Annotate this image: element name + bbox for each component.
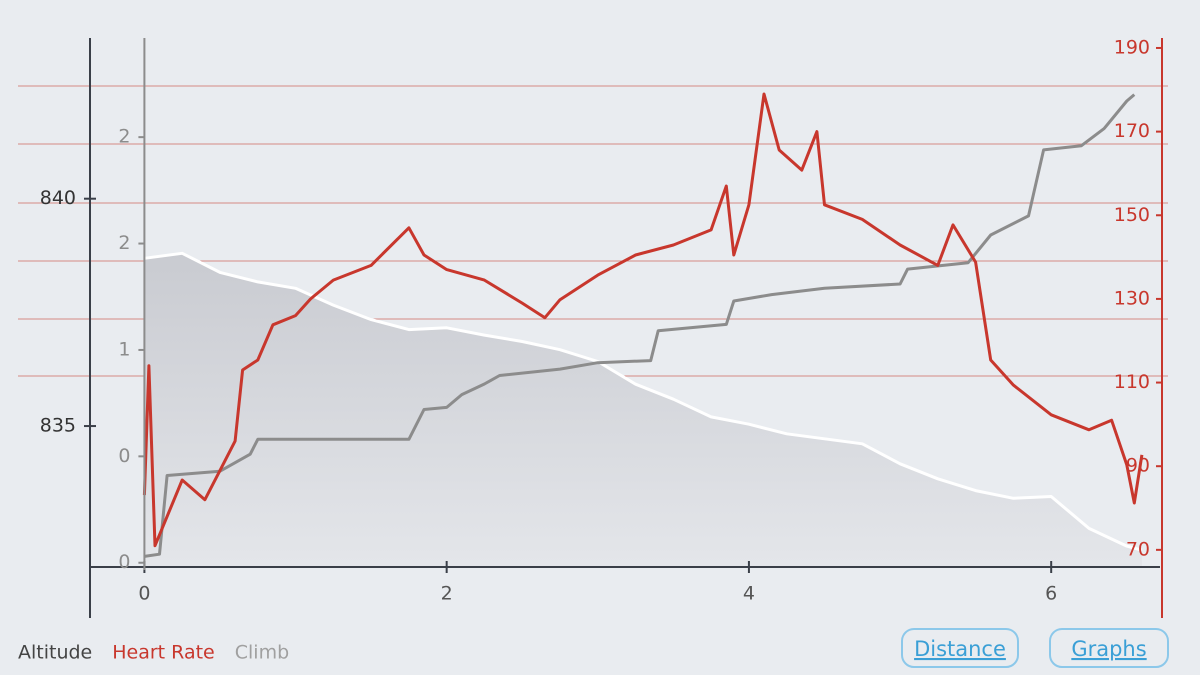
- y2-tick-label: 150: [1114, 204, 1150, 226]
- y2-tick-label: 110: [1114, 371, 1150, 393]
- y3-tick-label: 0: [118, 445, 130, 467]
- legend-entry: Climb: [235, 642, 289, 664]
- plot: [142, 92, 1144, 568]
- distance-button[interactable]: Distance: [901, 628, 1019, 668]
- button-label[interactable]: Graphs: [1071, 637, 1146, 661]
- altitude-area: [144, 253, 1142, 568]
- x-tick-label: 6: [1045, 583, 1057, 605]
- graphs-button[interactable]: Graphs: [1049, 628, 1169, 668]
- x-tick-label: 2: [441, 583, 453, 605]
- button-label[interactable]: Distance: [914, 637, 1006, 661]
- series-line: [142, 92, 1144, 548]
- y2-tick-label: 70: [1126, 538, 1150, 560]
- y2-tick-label: 90: [1126, 455, 1150, 477]
- y2-tick-label: 190: [1114, 36, 1150, 58]
- x-tick-label: 0: [138, 583, 150, 605]
- y3-tick-label: 2: [118, 126, 130, 148]
- legend: Altitude Heart Rate Climb: [18, 642, 289, 664]
- y2-tick-label: 130: [1114, 287, 1150, 309]
- legend-entry: Heart Rate: [112, 642, 215, 664]
- series-line: [144, 93, 1136, 558]
- y3-tick-label: 2: [118, 232, 130, 254]
- y3-tick-label: 1: [118, 338, 130, 360]
- y-tick-label: 835: [40, 415, 76, 437]
- legend-entry: Altitude: [18, 642, 92, 664]
- y2-tick-label: 170: [1114, 120, 1150, 142]
- x-tick-label: 4: [743, 583, 755, 605]
- y3-tick-label: 0: [118, 551, 130, 573]
- y-tick-label: 840: [40, 187, 76, 209]
